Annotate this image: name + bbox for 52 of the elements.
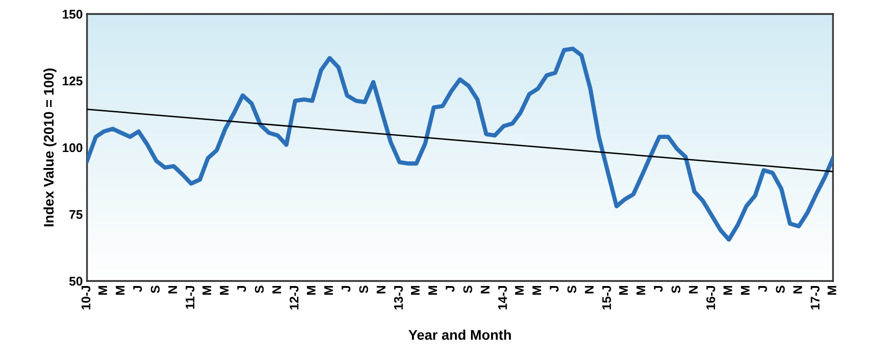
x-tick-label: 12-J bbox=[290, 286, 299, 310]
x-tick-label: 16-J bbox=[706, 286, 716, 310]
x-tick-label: M bbox=[828, 286, 836, 295]
x-tick-label: 11-J bbox=[186, 286, 194, 309]
x-tick-label: M bbox=[116, 286, 124, 295]
x-tick-label: N bbox=[689, 286, 698, 294]
x-tick-label: 15-J bbox=[602, 286, 612, 310]
x-tick-label: N bbox=[584, 286, 594, 294]
x-tick-label: 10-J bbox=[82, 286, 90, 310]
y-tick-label: 100 bbox=[62, 143, 82, 152]
x-axis-title: Year and Month bbox=[408, 330, 511, 340]
x-tick-label: J bbox=[342, 286, 350, 292]
x-tick-label: N bbox=[272, 286, 282, 294]
x-tick-label: J bbox=[654, 286, 663, 292]
x-tick-label: M bbox=[636, 286, 646, 295]
x-tick-label: S bbox=[567, 286, 576, 294]
x-tick-label: M bbox=[202, 286, 212, 295]
x-tick-label: M bbox=[619, 286, 628, 295]
x-tick-label: M bbox=[724, 286, 732, 295]
x-tick-label: M bbox=[98, 286, 108, 295]
x-tick-label: N bbox=[376, 286, 386, 294]
y-axis-title: Index Value (2010 = 100) bbox=[43, 68, 56, 226]
x-tick-label: S bbox=[254, 286, 264, 294]
x-tick-label: M bbox=[324, 286, 333, 295]
x-tick-label: S bbox=[150, 286, 160, 294]
line-series bbox=[87, 46, 833, 242]
x-tick-label: M bbox=[428, 286, 437, 295]
x-tick-label: S bbox=[776, 286, 785, 294]
y-tick-label: 125 bbox=[62, 76, 82, 86]
x-tick-label: S bbox=[359, 286, 368, 294]
x-tick-label: M bbox=[411, 286, 420, 295]
x-tick-label: N bbox=[480, 286, 490, 294]
x-tick-label: M bbox=[306, 286, 316, 295]
y-tick-label: 50 bbox=[69, 276, 82, 286]
x-tick-label: S bbox=[463, 286, 472, 294]
x-tick-label: S bbox=[672, 286, 680, 294]
x-tick-label: N bbox=[793, 286, 802, 294]
x-tick-label: M bbox=[740, 286, 750, 295]
y-tick-label: 75 bbox=[69, 210, 82, 219]
x-tick-label: 17-J bbox=[810, 286, 820, 310]
x-tick-label: M bbox=[220, 286, 229, 295]
x-tick-label: J bbox=[758, 286, 768, 292]
x-tick-label: 13-J bbox=[394, 286, 403, 310]
x-tick-label: J bbox=[550, 286, 559, 292]
x-tick-label: M bbox=[532, 286, 542, 295]
x-tick-label: J bbox=[446, 286, 455, 292]
x-tick-label: J bbox=[133, 286, 142, 292]
x-tick-label: J bbox=[237, 286, 246, 292]
x-tick-label: M bbox=[515, 286, 524, 295]
x-tick-label: N bbox=[168, 286, 177, 294]
y-tick-label: 150 bbox=[62, 10, 82, 19]
x-tick-label: 14-J bbox=[498, 286, 507, 310]
